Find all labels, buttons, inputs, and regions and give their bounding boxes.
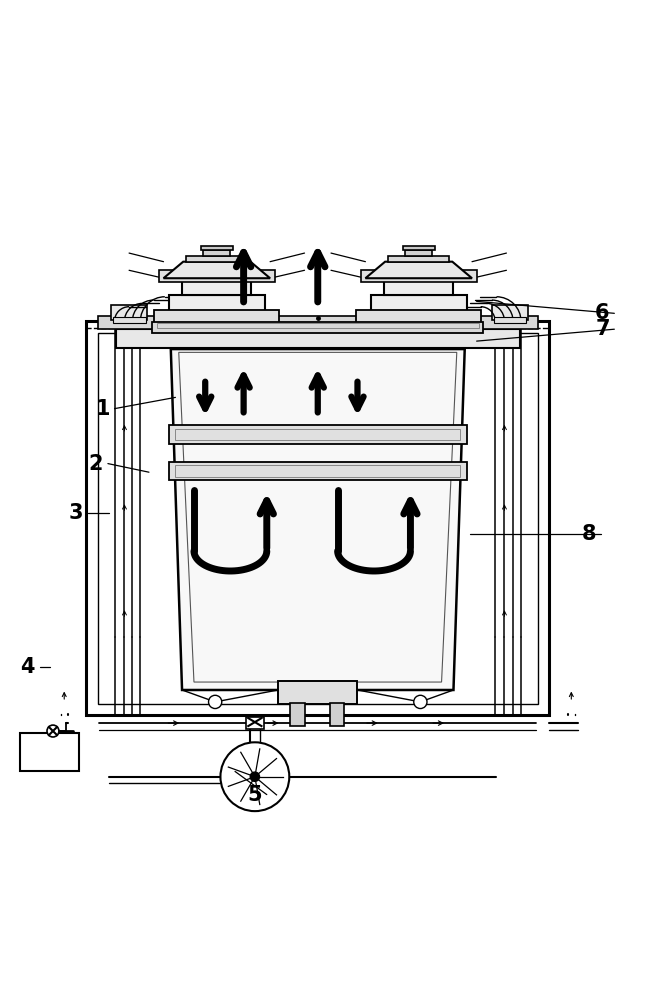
Bar [405, 250, 432, 256]
Bar [175, 465, 460, 477]
Text: 3: 3 [69, 503, 83, 523]
Bar [384, 278, 453, 295]
Polygon shape [164, 262, 270, 278]
Circle shape [250, 772, 260, 781]
Bar [402, 246, 435, 250]
Text: 7: 7 [595, 319, 610, 339]
Bar [278, 681, 357, 704]
Text: 8: 8 [582, 524, 596, 544]
Bar [20, 733, 79, 771]
Bar [154, 310, 279, 323]
Circle shape [220, 742, 289, 811]
Bar [246, 717, 264, 729]
Bar [157, 323, 479, 328]
Bar [116, 329, 520, 348]
Bar [492, 305, 528, 320]
Bar [169, 425, 467, 444]
Bar [169, 295, 265, 318]
Bar [113, 317, 146, 323]
Circle shape [414, 695, 427, 709]
Polygon shape [365, 262, 472, 278]
Text: 5: 5 [248, 785, 262, 805]
Bar [361, 270, 477, 282]
Bar [175, 429, 460, 440]
Bar [356, 310, 481, 323]
Text: 4: 4 [21, 657, 35, 677]
Bar [186, 256, 248, 262]
Bar [86, 321, 549, 715]
Bar [388, 256, 449, 262]
Circle shape [209, 695, 222, 709]
Bar [290, 703, 305, 726]
Bar [371, 295, 467, 318]
Bar [152, 322, 483, 333]
Bar [98, 316, 538, 329]
Bar [169, 462, 467, 480]
Bar [182, 278, 252, 295]
Bar [330, 703, 344, 726]
Polygon shape [171, 349, 465, 690]
Bar [111, 305, 147, 320]
Bar [203, 250, 230, 256]
Bar [159, 270, 275, 282]
Text: 6: 6 [595, 303, 610, 323]
Bar [494, 317, 526, 323]
Text: 1: 1 [95, 399, 110, 419]
Bar [98, 333, 538, 704]
Bar [201, 246, 233, 250]
Text: 2: 2 [89, 454, 103, 474]
Circle shape [47, 725, 59, 737]
